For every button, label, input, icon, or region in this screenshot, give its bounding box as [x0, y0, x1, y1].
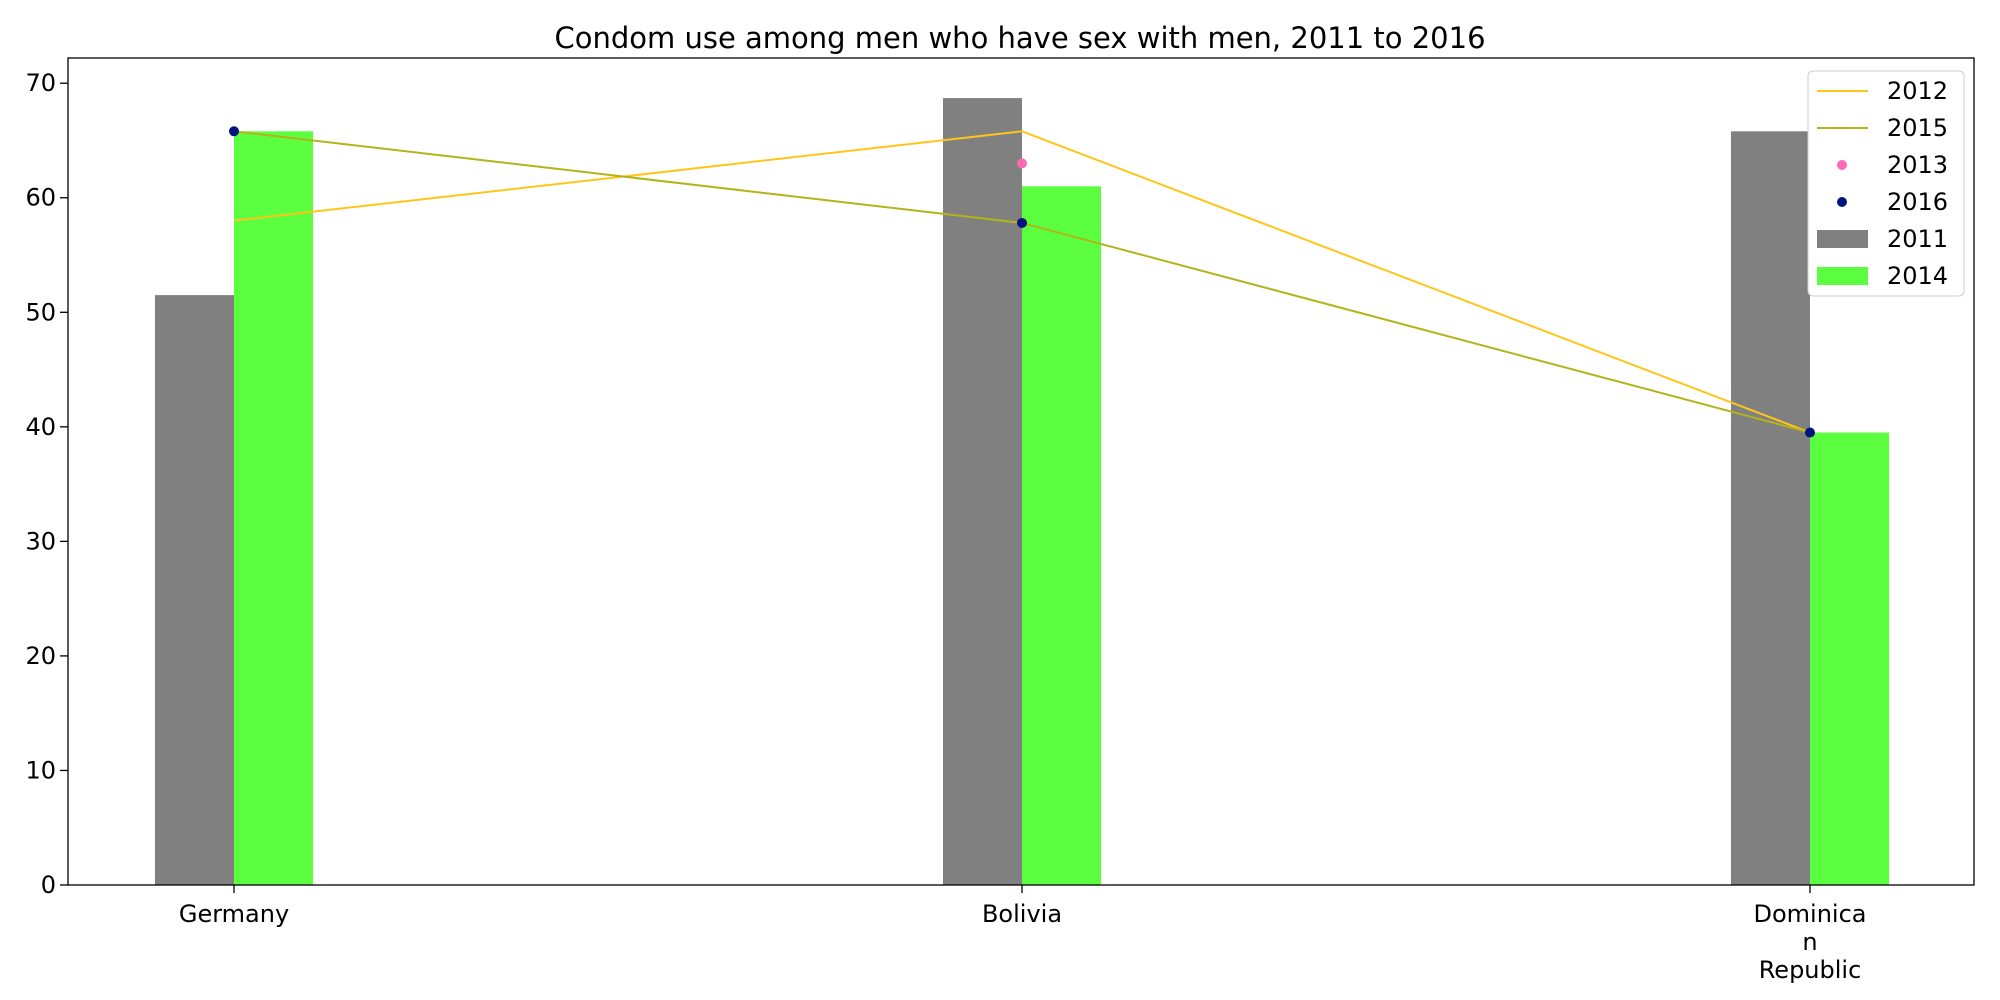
legend-label-2012: 2012: [1887, 77, 1948, 105]
legend: 2012 2015 2013 2016 2011 2014: [1807, 70, 1965, 297]
legend-label-2013: 2013: [1887, 151, 1948, 179]
legend-swatch-2016: [1837, 197, 1847, 207]
plot-frame: [67, 57, 1975, 886]
x-tick-label-line-2-0: Dominica: [1754, 900, 1867, 928]
y-tick-label-0: 0: [41, 871, 56, 899]
x-tick-label-0: Germany: [179, 900, 289, 928]
point-2016-2: [1805, 427, 1815, 438]
x-axis: Germany Bolivia Dominica n Republic: [179, 885, 1867, 984]
legend-swatch-2013: [1837, 160, 1847, 170]
x-tick-label-line-1-0: Bolivia: [982, 900, 1062, 928]
legend-label-2015: 2015: [1887, 114, 1948, 142]
x-tick-label-line-0-0: Germany: [179, 900, 289, 928]
x-tick-label-line-2-2: Republic: [1759, 956, 1862, 984]
chart-title: Condom use among men who have sex with m…: [554, 21, 1485, 55]
bar-2011-0: [155, 295, 234, 885]
bar-2011-2: [1731, 131, 1810, 885]
y-tick-label-60: 60: [25, 184, 56, 212]
point-2013-1: [1017, 158, 1027, 169]
legend-swatch-2014: [1817, 267, 1868, 285]
legend-label-2014: 2014: [1887, 262, 1948, 290]
legend-swatch-2011: [1817, 230, 1868, 248]
bar-2014-2: [1810, 432, 1889, 885]
y-tick-label-40: 40: [25, 413, 56, 441]
y-tick-label-10: 10: [25, 756, 56, 784]
bar-2011-1: [943, 98, 1022, 885]
y-tick-label-50: 50: [25, 298, 56, 326]
point-2016-1: [1017, 217, 1027, 228]
plot-area: [155, 98, 1889, 885]
point-2016-0: [229, 126, 239, 137]
y-tick-label-20: 20: [25, 642, 56, 670]
y-tick-label-30: 30: [25, 527, 56, 555]
legend-label-2011: 2011: [1887, 225, 1948, 253]
y-tick-label-70: 70: [25, 69, 56, 97]
bar-2014-0: [234, 131, 313, 885]
x-tick-label-2: Dominica n Republic: [1754, 900, 1867, 984]
line-series-2012: [233, 130, 1811, 434]
x-tick-label-line-2-1: n: [1802, 928, 1817, 956]
bar-2014-1: [1022, 186, 1101, 885]
x-tick-label-1: Bolivia: [982, 900, 1062, 928]
y-axis: 0 10 20 30 40 50 60 70: [25, 69, 68, 899]
legend-label-2016: 2016: [1887, 188, 1948, 216]
